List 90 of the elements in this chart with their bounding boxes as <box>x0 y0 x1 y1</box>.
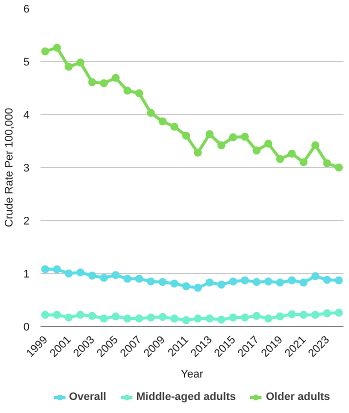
point <box>288 276 296 284</box>
point <box>123 314 132 323</box>
point <box>135 89 144 98</box>
point <box>288 150 296 158</box>
point <box>276 155 284 164</box>
point <box>194 314 202 323</box>
point <box>88 312 96 320</box>
y-tick-label: 4 <box>23 110 30 122</box>
point <box>252 278 261 286</box>
point <box>206 130 214 138</box>
legend-label: Middle-aged adults <box>136 391 236 403</box>
point <box>240 132 249 141</box>
point <box>41 47 50 56</box>
point <box>323 309 332 318</box>
point <box>123 86 132 95</box>
point <box>52 265 61 274</box>
point <box>323 276 332 284</box>
y-tick-label: 2 <box>23 216 30 228</box>
point <box>300 278 308 287</box>
point <box>112 271 120 280</box>
point <box>334 308 343 317</box>
legend-label: Older adults <box>266 391 330 403</box>
point <box>64 62 73 71</box>
point <box>276 312 284 320</box>
point <box>217 316 226 324</box>
point <box>41 310 50 319</box>
point <box>146 277 155 286</box>
point <box>158 278 167 286</box>
x-axis-title: Year <box>180 368 204 380</box>
point <box>100 314 108 323</box>
point <box>229 277 238 286</box>
point <box>112 74 120 82</box>
y-tick-label: 1 <box>23 268 30 280</box>
point <box>206 278 214 287</box>
point <box>264 277 272 286</box>
point <box>41 265 50 274</box>
point <box>194 284 202 292</box>
point <box>240 313 249 322</box>
point <box>146 108 155 117</box>
y-axis-title: Crude Rate Per 100,000 <box>3 108 16 228</box>
point <box>240 276 249 284</box>
point <box>158 312 167 321</box>
point <box>217 280 226 289</box>
point <box>229 313 238 322</box>
point <box>76 310 84 319</box>
point <box>135 314 144 323</box>
y-tick-label: 5 <box>23 56 30 68</box>
point <box>64 313 73 322</box>
point <box>52 44 61 52</box>
legend-label: Overall <box>68 391 106 403</box>
point <box>52 310 61 319</box>
y-tick-label: 3 <box>23 162 30 174</box>
point <box>206 314 214 323</box>
point <box>146 313 155 322</box>
point <box>76 268 84 276</box>
point <box>229 133 238 142</box>
point <box>334 164 343 172</box>
point <box>182 132 190 140</box>
point <box>76 58 84 67</box>
point <box>158 117 167 126</box>
point <box>334 276 343 284</box>
point <box>252 146 261 155</box>
point <box>135 274 144 283</box>
point <box>276 278 284 287</box>
point <box>311 310 320 319</box>
y-tick-label: 0 <box>23 322 30 334</box>
point <box>300 158 308 166</box>
point <box>264 314 272 323</box>
point <box>170 314 178 323</box>
point <box>311 272 320 280</box>
point <box>252 312 261 320</box>
y-tick-label: 6 <box>23 4 30 16</box>
point <box>194 148 202 157</box>
point <box>300 310 308 319</box>
point <box>88 78 96 86</box>
point <box>170 280 178 288</box>
point <box>170 122 178 131</box>
point <box>311 141 320 150</box>
point <box>64 270 73 278</box>
point <box>182 316 190 324</box>
point <box>182 282 190 290</box>
point <box>264 140 272 148</box>
point <box>112 312 120 320</box>
point <box>323 159 332 168</box>
point <box>100 79 108 88</box>
point <box>288 310 296 318</box>
point <box>88 272 96 280</box>
point <box>217 141 226 150</box>
point <box>100 274 108 282</box>
point <box>123 274 132 283</box>
